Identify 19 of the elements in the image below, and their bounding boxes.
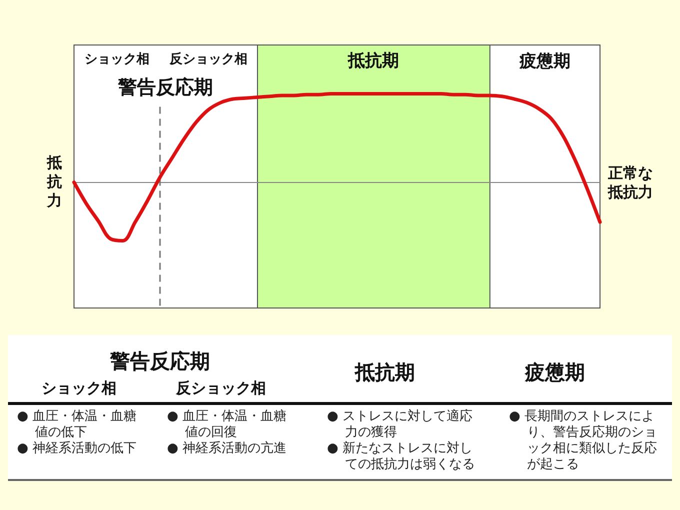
- text: ● ストレスに対して適応力の獲得: [327, 409, 474, 441]
- text: ● 神経系活動の亢進: [167, 441, 288, 457]
- text: 警告反応期: [110, 349, 210, 373]
- text: ショック相: [42, 379, 116, 397]
- text: 疲憊期: [518, 52, 570, 72]
- text: ● 血圧・体温・血糖値の回復: [167, 409, 288, 441]
- text: 抵抗期: [347, 51, 400, 71]
- text: ● 神経系活動の低下: [17, 441, 138, 457]
- text: ● 長期間のストレスにより、警告反応期のショック相に類似した反応が起こる: [509, 409, 658, 473]
- text: ショック相: [84, 52, 150, 67]
- text: ● 新たなストレスに対しての抵抗力は弱くなる: [327, 441, 476, 473]
- annotation: 警告反応期: [117, 76, 214, 98]
- y-axis-title: 抵抗力: [46, 154, 62, 210]
- text: 反ショック相: [176, 379, 266, 397]
- text: 抵抗期: [355, 360, 415, 384]
- text: ● 血圧・体温・血糖値の低下: [17, 409, 138, 441]
- ref-line-label: 正常な抵抗力: [607, 164, 653, 201]
- text: 反ショック相: [168, 51, 248, 67]
- text: 疲憊期: [525, 360, 585, 384]
